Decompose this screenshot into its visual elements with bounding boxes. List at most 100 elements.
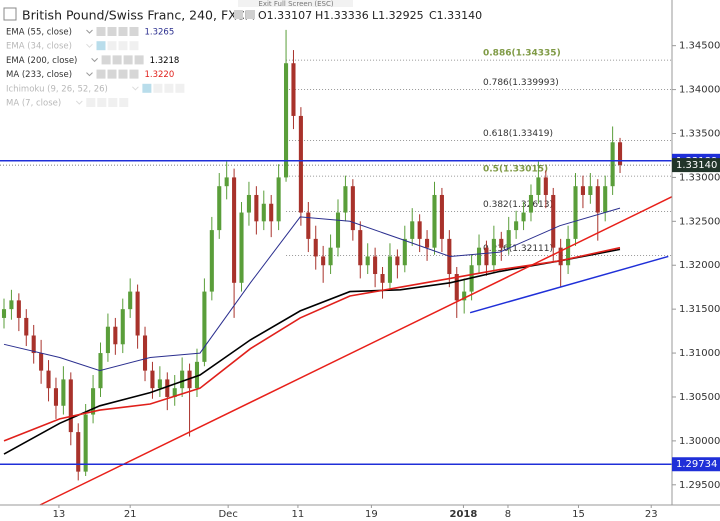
candle-body <box>306 212 311 239</box>
moving-average <box>3 246 621 442</box>
candle-body <box>165 379 170 397</box>
legend-button[interactable] <box>101 55 111 65</box>
price-tag-label: 1.33140 <box>676 160 717 171</box>
candle-body <box>194 361 200 389</box>
legend-button[interactable] <box>112 55 122 65</box>
candle-body <box>284 63 289 178</box>
legend-button[interactable] <box>86 98 96 107</box>
legend-button[interactable] <box>118 41 128 51</box>
y-tick-label: 1.32500 <box>679 216 720 227</box>
candle-body <box>150 370 155 389</box>
y-tick-label: 1.31000 <box>679 348 720 359</box>
candle-body <box>24 317 29 336</box>
x-tick-label: 11 <box>292 509 305 520</box>
candle-body <box>239 212 244 283</box>
legend-button[interactable] <box>97 98 107 107</box>
candle-body <box>53 388 59 406</box>
legend-button[interactable] <box>142 83 152 93</box>
legend-button[interactable] <box>123 55 133 65</box>
trendline <box>469 255 669 314</box>
candle-body <box>321 256 326 266</box>
candle-body <box>454 274 459 301</box>
trendline <box>39 196 673 506</box>
price-tag-label: 1.29734 <box>676 459 717 470</box>
legend-button[interactable] <box>118 69 128 79</box>
candle-body <box>402 238 407 266</box>
legend-entry: Ichimoku (9, 26, 52, 26) <box>6 83 185 94</box>
candle-body <box>142 335 148 371</box>
fib-label: 0.886(1.34335) <box>483 49 561 59</box>
legend-button[interactable] <box>129 41 139 51</box>
fib-label: 0.786(1.339993) <box>483 78 559 88</box>
legend-value: 1.3218 <box>150 56 180 66</box>
dropdown-icon <box>132 86 139 91</box>
candle-body <box>298 115 303 213</box>
candle-body <box>254 194 259 222</box>
candle-body <box>16 300 21 318</box>
y-tick-label: 1.30500 <box>679 392 720 403</box>
candle-body <box>514 221 519 231</box>
legend-button[interactable] <box>153 83 163 93</box>
symbol-icon[interactable] <box>3 7 17 21</box>
legend-entry: MA (233, close) 1.3220 <box>6 69 174 80</box>
candle-body <box>232 177 237 283</box>
legend-button[interactable] <box>175 83 185 93</box>
price-tag <box>672 457 720 472</box>
dropdown-icon <box>86 72 93 77</box>
legend-name: EMA (200, close) <box>6 56 77 66</box>
candle-body <box>202 291 207 362</box>
icon[interactable] <box>234 10 243 19</box>
candle-body <box>31 335 36 354</box>
candle-body <box>439 194 444 239</box>
candle-body <box>573 186 578 239</box>
exit-fullscreen[interactable]: Exit Full Screen (ESC) <box>258 0 333 8</box>
legend-name: EMA (55, close) <box>6 28 72 38</box>
candle-body <box>462 291 467 301</box>
y-tick-label: 1.34000 <box>679 85 720 96</box>
candle-body <box>246 194 251 213</box>
candle-body <box>76 432 81 472</box>
legend-name: EMA (34, close) <box>6 42 72 52</box>
legend-button[interactable] <box>164 83 174 93</box>
candle-body <box>91 388 96 415</box>
legend-value: 1.3265 <box>145 28 175 38</box>
candle-body <box>209 230 214 292</box>
legend-button[interactable] <box>107 41 117 51</box>
legend-button[interactable] <box>108 98 118 107</box>
icon[interactable] <box>246 10 255 19</box>
y-tick-label: 1.33000 <box>679 172 720 183</box>
legend-button[interactable] <box>118 27 128 36</box>
candle-body <box>380 274 385 283</box>
moving-average <box>3 207 621 372</box>
legend-button[interactable] <box>96 69 106 79</box>
y-tick-label: 1.30000 <box>679 436 720 447</box>
ohlc-header: O1.33107 H1.33336 L1.32925 C1.33140 <box>258 9 482 22</box>
ohlc-value: C1.33140 <box>429 9 482 22</box>
candle-body <box>157 379 162 389</box>
legend-button[interactable] <box>107 27 117 36</box>
ohlc-value: L1.32925 <box>372 9 424 22</box>
legend-button[interactable] <box>96 27 106 36</box>
candle-body <box>373 256 378 275</box>
x-tick-label: 8 <box>505 509 511 520</box>
legend-name: MA (7, close) <box>6 99 61 109</box>
candle-body <box>9 300 14 310</box>
y-tick-label: 1.29500 <box>679 480 720 491</box>
candle-body <box>113 326 118 345</box>
dropdown-icon <box>91 58 98 63</box>
x-tick-label: 19 <box>365 509 378 520</box>
candle-body <box>499 238 504 248</box>
candle-body <box>261 203 266 222</box>
legend-button[interactable] <box>119 98 129 107</box>
legend-button[interactable] <box>134 55 144 65</box>
candle-body <box>387 256 392 283</box>
candle-body <box>395 256 400 266</box>
legend-button[interactable] <box>129 69 139 79</box>
candle-body <box>128 291 133 310</box>
candle-body <box>83 414 88 472</box>
candle-body <box>432 194 437 248</box>
ohlc-value: H1.33336 <box>315 9 369 22</box>
legend-button[interactable] <box>129 27 139 36</box>
legend-button[interactable] <box>96 41 106 51</box>
legend-button[interactable] <box>107 69 117 79</box>
